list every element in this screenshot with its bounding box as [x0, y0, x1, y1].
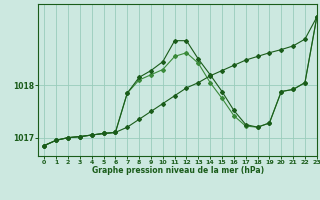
X-axis label: Graphe pression niveau de la mer (hPa): Graphe pression niveau de la mer (hPa) [92, 166, 264, 175]
